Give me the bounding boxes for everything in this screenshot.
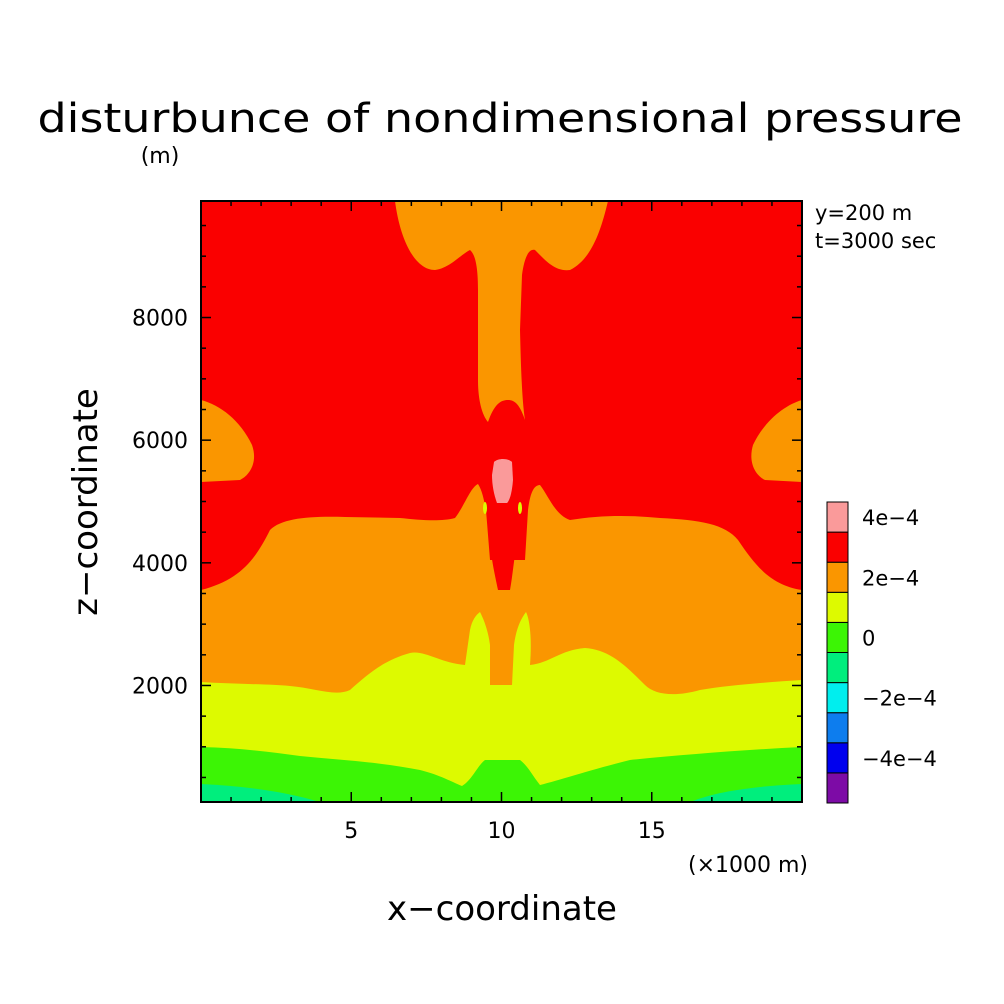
contour-green-band xyxy=(201,747,802,802)
plot-area xyxy=(201,201,802,802)
annotation-y: y=200 m xyxy=(815,201,912,225)
contour-orange-right-lobe xyxy=(751,400,802,482)
colorbar: −4e−4 −2e−4 0 2e−4 4e−4 xyxy=(826,501,937,804)
contour-orange-plume xyxy=(395,201,608,422)
contour-pink-core xyxy=(492,459,513,503)
y-tick-label: 6000 xyxy=(132,429,188,454)
colorbar-swatch xyxy=(826,531,849,563)
y-axis-unit: (m) xyxy=(141,144,180,169)
x-tick-label: 5 xyxy=(344,819,358,844)
colorbar-label: −4e−4 xyxy=(862,747,937,771)
contour-orange-left-lobe xyxy=(201,400,255,482)
axis-tick-labels: 5 10 15 2000 4000 6000 8000 xyxy=(132,307,666,844)
y-axis-label: z−coordinate xyxy=(66,388,106,616)
y-tick-label: 2000 xyxy=(132,674,188,699)
y-tick-label: 8000 xyxy=(132,307,188,332)
colorbar-swatch xyxy=(826,772,849,804)
x-axis-unit: (×1000 m) xyxy=(688,853,808,878)
contour-yellow-band xyxy=(201,612,802,802)
colorbar-swatch xyxy=(826,621,849,654)
contour-yellow-speck-left xyxy=(483,502,487,514)
axis-ticks xyxy=(200,201,803,802)
contour-yellow-speck-right xyxy=(518,502,522,514)
annotation-t: t=3000 sec xyxy=(815,229,936,253)
colorbar-swatch xyxy=(826,561,849,593)
contour-springgreen-right xyxy=(690,784,802,802)
colorbar-label: 2e−4 xyxy=(862,566,919,590)
colorbar-swatch xyxy=(826,652,849,684)
colorbar-swatch xyxy=(826,742,849,774)
colorbar-swatch xyxy=(826,682,849,714)
colorbar-swatch xyxy=(826,501,849,533)
contour-red-column xyxy=(490,497,517,590)
y-tick-label: 4000 xyxy=(132,552,188,577)
colorbar-swatch xyxy=(826,591,849,623)
chart-title: disturbunce of nondimensional pressure xyxy=(38,96,963,142)
colorbar-label: −2e−4 xyxy=(862,687,937,711)
x-tick-label: 10 xyxy=(488,819,516,844)
x-tick-label: 15 xyxy=(638,819,666,844)
colorbar-swatch xyxy=(826,712,849,744)
x-axis-label: x−coordinate xyxy=(387,889,617,929)
colorbar-label: 4e−4 xyxy=(862,506,919,530)
colorbar-label: 0 xyxy=(862,626,875,650)
